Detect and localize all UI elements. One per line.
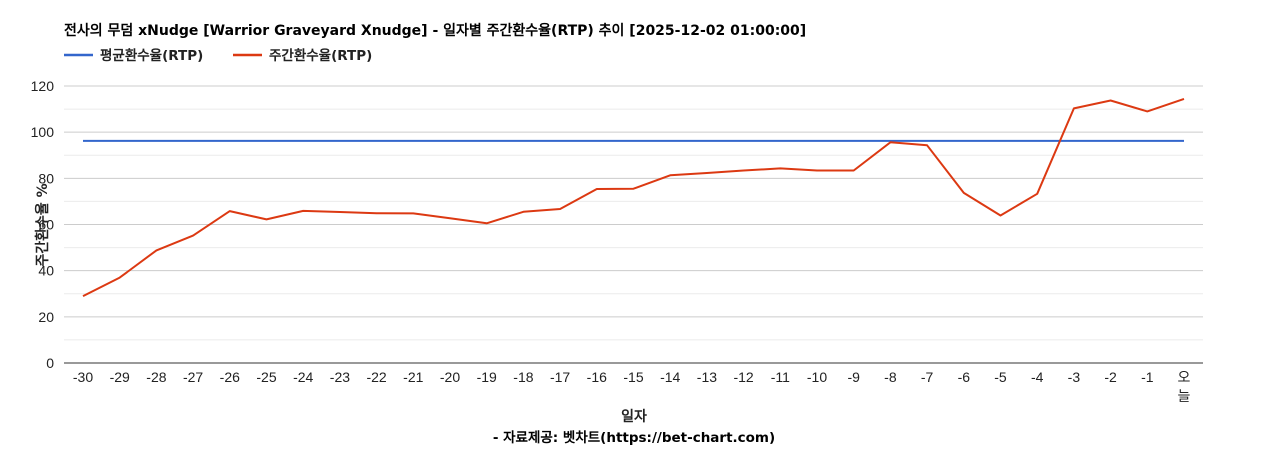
x-tick-label: -14 <box>660 369 680 385</box>
series-lines <box>82 97 1185 297</box>
x-tick-label: -10 <box>807 369 827 385</box>
x-tick-label: -30 <box>73 369 93 385</box>
x-tick-label: 늘 <box>1178 388 1191 404</box>
x-tick-label: -26 <box>220 369 240 385</box>
x-tick-label: -25 <box>256 369 276 385</box>
x-tick-label: -13 <box>697 369 717 385</box>
y-tick-label: 80 <box>38 170 54 186</box>
x-tick-label: -29 <box>110 369 130 385</box>
x-tick-label: -2 <box>1104 369 1117 385</box>
x-tick-label: -18 <box>513 369 533 385</box>
x-tick-label: -15 <box>623 369 643 385</box>
y-tick-label: 60 <box>38 217 54 233</box>
x-tick-label: -6 <box>958 369 971 385</box>
x-tick-label: -24 <box>293 369 313 385</box>
x-tick-label: -5 <box>994 369 1007 385</box>
y-tick-label: 100 <box>31 124 55 140</box>
x-tick-label: -3 <box>1068 369 1081 385</box>
y-axis-ticks: 0 20 40 60 80 100 120 <box>31 78 55 371</box>
legend-label-average: 평균환수율(RTP) <box>100 47 203 64</box>
x-tick-label: -7 <box>921 369 934 385</box>
x-axis-title: 일자 <box>621 409 647 425</box>
gridlines <box>64 85 1203 341</box>
legend-label-weekly: 주간환수율(RTP) <box>269 47 372 64</box>
y-axis-title: 주간환수율 % <box>34 183 51 266</box>
x-tick-label: -19 <box>477 369 497 385</box>
legend: 평균환수율(RTP) 주간환수율(RTP) <box>64 47 372 64</box>
x-tick-label: -23 <box>330 369 350 385</box>
data-source-credit: - 자료제공: 벳차트(https://bet-chart.com) <box>493 429 775 446</box>
x-tick-label: -9 <box>847 369 860 385</box>
legend-item-average[interactable]: 평균환수율(RTP) <box>64 47 203 64</box>
x-tick-label: -27 <box>183 369 203 385</box>
x-tick-label: -20 <box>440 369 460 385</box>
y-tick-label: 20 <box>38 309 54 325</box>
y-tick-label: 120 <box>31 78 55 94</box>
x-tick-label: -16 <box>587 369 607 385</box>
x-tick-label: -1 <box>1141 369 1154 385</box>
x-tick-label: 오 <box>1178 369 1191 385</box>
x-tick-label: -28 <box>146 369 166 385</box>
x-tick-label: -12 <box>733 369 753 385</box>
chart-title: 전사의 무덤 xNudge [Warrior Graveyard Xnudge]… <box>64 22 806 39</box>
y-tick-label: 40 <box>38 263 54 279</box>
x-tick-label: -17 <box>550 369 570 385</box>
x-tick-label: -8 <box>884 369 897 385</box>
x-tick-label: -4 <box>1031 369 1044 385</box>
x-tick-label: -22 <box>366 369 386 385</box>
x-tick-label: -11 <box>771 369 790 385</box>
y-tick-label: 0 <box>46 355 54 371</box>
legend-item-weekly[interactable]: 주간환수율(RTP) <box>233 47 372 64</box>
weekly-rtp-line[interactable] <box>82 97 1185 297</box>
x-axis-ticks: -30 -29 -28 -27 -26 -25 -24 -23 -22 -21 -20 -19 -18 -… <box>73 369 1191 404</box>
x-tick-label: -21 <box>403 369 423 385</box>
